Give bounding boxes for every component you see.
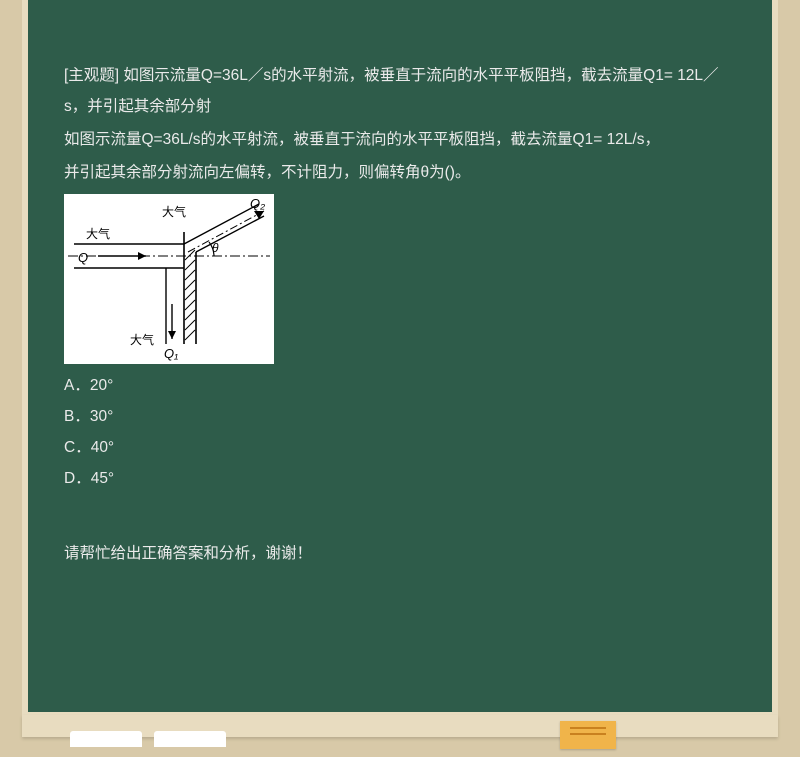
shelf-button-2[interactable]	[154, 731, 226, 747]
option-B[interactable]: B．30°	[64, 401, 736, 432]
option-A[interactable]: A．20°	[64, 370, 736, 401]
question-tag: [主观题]	[64, 67, 119, 84]
chalkboard: [主观题] 如图示流量Q=36L／s的水平射流，被垂直于流向的水平平板阻挡，截去…	[22, 0, 778, 718]
question-body-line1: 如图示流量Q=36L/s的水平射流，被垂直于流向的水平平板阻挡，截去流量Q1= …	[64, 124, 736, 155]
question-title-text: 如图示流量Q=36L／s的水平射流，被垂直于流向的水平平板阻挡，截去流量Q1= …	[64, 67, 719, 115]
label-atmos-top: 大气	[162, 204, 186, 219]
sticky-note	[560, 721, 616, 749]
option-D[interactable]: D．45°	[64, 463, 736, 494]
label-atmos-bottom: 大气	[130, 332, 154, 347]
label-Q1: Q₁	[164, 346, 178, 361]
question-body-line2: 并引起其余部分射流向左偏转，不计阻力，则偏转角θ为()。	[64, 157, 736, 188]
shelf-button-1[interactable]	[70, 731, 142, 747]
jet-diagram: Q 大气 Q₁ 大气	[64, 194, 274, 364]
label-atmos-left: 大气	[86, 226, 110, 241]
label-Q2: Q₂	[250, 196, 265, 211]
ask-help: 请帮忙给出正确答案和分析，谢谢！	[64, 538, 736, 569]
options: A．20° B．30° C．40° D．45°	[64, 370, 736, 494]
option-C[interactable]: C．40°	[64, 432, 736, 463]
label-theta: θ	[212, 241, 219, 255]
question-title: [主观题] 如图示流量Q=36L／s的水平射流，被垂直于流向的水平平板阻挡，截去…	[64, 60, 736, 122]
label-Q: Q	[78, 250, 88, 265]
